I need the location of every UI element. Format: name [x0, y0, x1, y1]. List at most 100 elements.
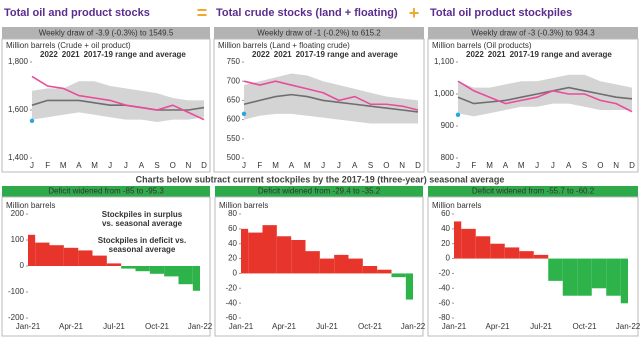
x-tick-label: Jul-21 [530, 322, 552, 331]
subtitle: Weekly draw of -3 (-0.3%) to 934.3 [471, 29, 595, 38]
chart-title: Total oil and product stocks [4, 7, 150, 19]
deficit-bar [241, 228, 249, 274]
chart-title: Total oil product stockpiles [430, 7, 572, 19]
y-tick-label: -40 [225, 298, 237, 307]
x-tick-label: M [272, 161, 279, 170]
operator: = [197, 3, 208, 23]
series-line [31, 75, 205, 121]
subtitle-bar [214, 27, 424, 39]
deficit-bar [291, 240, 306, 274]
deficit-bar [262, 225, 277, 274]
deficit-bar [391, 273, 406, 278]
subtitle-bar [2, 27, 210, 39]
x-tick-label: J [321, 161, 325, 170]
y-tick-label: 20 [441, 239, 450, 248]
deficit-bar [620, 258, 628, 304]
x-tick-label: J [551, 161, 555, 170]
x-tick-label: A [139, 161, 145, 170]
x-tick-label: D [415, 161, 421, 170]
deficit-bar [319, 258, 335, 274]
x-tick-label: Apr-21 [485, 322, 510, 331]
deficit-bar [606, 258, 621, 296]
subtitle-bar [428, 27, 638, 39]
y-tick-label: -100 [8, 287, 25, 296]
x-tick-label: N [185, 161, 191, 170]
y-tick-label: 1,100 [434, 57, 455, 66]
deficit-bar [149, 266, 165, 274]
deficit-bar [276, 236, 292, 274]
deficit-bar [164, 266, 179, 277]
deficit-bar [334, 254, 349, 274]
deficit-bar [28, 234, 36, 266]
x-tick-label: A [76, 161, 82, 170]
subtitle: Weekly draw of -3.9 (-0.3%) to 1549.5 [39, 29, 174, 38]
deficit-bar [78, 250, 93, 266]
y-tick-label: 0 [20, 261, 25, 270]
y-axis-label: Million barrels (Crude + oil product) [6, 41, 131, 50]
x-tick-label: F [471, 161, 476, 170]
y-axis-label: Million barrels [6, 201, 55, 210]
deficit-bar [405, 273, 413, 300]
legend-label: 2021 [62, 50, 80, 59]
x-tick-label: Jan-21 [229, 322, 254, 331]
subtitle: Weekly draw of -1 (-0.2%) to 615.2 [257, 29, 381, 38]
y-tick-label: 1,800 [8, 57, 29, 66]
y-axis-label: Million barrels (Land + floating crude) [218, 41, 350, 50]
legend-label: 2022 [252, 50, 270, 59]
annotation: Stockpiles in deficit vs. [98, 236, 186, 245]
x-tick-label: J [30, 161, 34, 170]
x-tick-label: Jul-21 [316, 322, 338, 331]
x-tick-label: A [566, 161, 572, 170]
x-tick-label: O [597, 161, 603, 170]
x-tick-label: J [242, 161, 246, 170]
x-tick-label: M [60, 161, 67, 170]
operator: + [409, 3, 420, 23]
range-band [244, 73, 418, 124]
deficit-bar [49, 245, 64, 266]
deficit-bar [490, 243, 505, 259]
x-tick-label: A [352, 161, 358, 170]
x-tick-label: J [108, 161, 112, 170]
subtitle: Deficit widened from -29.4 to -35.2 [258, 187, 381, 196]
deficit-bar [577, 258, 592, 296]
annotation: Stockpiles in surplus [102, 210, 183, 219]
subtitle: Deficit widened from -55.7 to -60.2 [472, 187, 595, 196]
deficit-bar [475, 236, 491, 259]
y-tick-label: 550 [227, 134, 241, 143]
deficit-bar [106, 263, 122, 266]
x-tick-label: S [582, 161, 587, 170]
y-axis-label: Million barrels [219, 201, 268, 210]
deficit-bar [121, 266, 136, 269]
deficit-bar [454, 221, 462, 259]
subtitle-bar [428, 186, 638, 197]
y-tick-label: -60 [438, 298, 450, 307]
y-tick-label: 800 [441, 153, 455, 162]
x-tick-label: S [368, 161, 373, 170]
x-tick-label: A [289, 161, 295, 170]
x-tick-label: M [486, 161, 493, 170]
deficit-bar [562, 258, 578, 296]
y-tick-label: 100 [11, 235, 25, 244]
subtitle-bar [215, 186, 423, 197]
y-tick-label: 700 [227, 76, 241, 85]
legend-label: 2022 [466, 50, 484, 59]
deficit-bar [135, 266, 150, 272]
banner: Charts below subtract current stockpiles… [136, 174, 505, 184]
y-tick-label: -40 [438, 283, 450, 292]
x-tick-label: Apr-21 [272, 322, 297, 331]
deficit-bar [548, 258, 563, 281]
x-tick-label: F [257, 161, 262, 170]
y-tick-label: -60 [225, 313, 237, 322]
y-tick-label: 600 [227, 115, 241, 124]
deficit-bar [591, 258, 607, 289]
x-tick-label: O [170, 161, 176, 170]
y-tick-label: 0 [446, 254, 451, 263]
x-tick-label: Jul-21 [103, 322, 125, 331]
y-tick-label: 650 [227, 96, 241, 105]
legend-label: 2021 [488, 50, 506, 59]
x-tick-label: J [124, 161, 128, 170]
x-tick-label: J [456, 161, 460, 170]
x-tick-label: Oct-21 [145, 322, 170, 331]
y-tick-label: 40 [228, 239, 237, 248]
chart-title: Total crude stocks (land + floating) [216, 7, 398, 19]
